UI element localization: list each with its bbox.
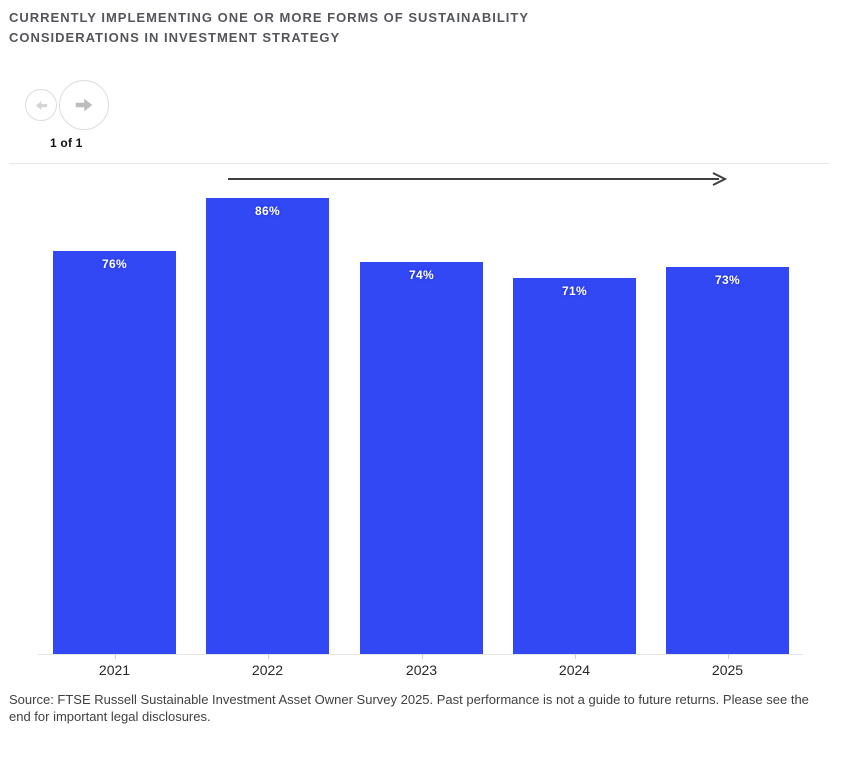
x-axis-tick xyxy=(728,654,729,659)
bar-2022: 86% xyxy=(206,198,329,654)
chart-title-line2: CONSIDERATIONS IN INVESTMENT STRATEGY xyxy=(9,30,341,45)
bar-2023: 74% xyxy=(360,262,483,654)
chart-title: CURRENTLY IMPLEMENTING ONE OR MORE FORMS… xyxy=(9,8,529,48)
bar-value-label: 74% xyxy=(409,268,434,282)
x-axis-tick xyxy=(575,654,576,659)
bar-value-label: 73% xyxy=(715,273,740,287)
bar-value-label: 71% xyxy=(562,284,587,298)
x-axis-tick xyxy=(268,654,269,659)
bar-2024: 71% xyxy=(513,278,636,654)
x-axis-label-2023: 2023 xyxy=(405,662,438,678)
section-divider xyxy=(9,163,829,164)
x-axis-label-2021: 2021 xyxy=(98,662,131,678)
source-note: Source: FTSE Russell Sustainable Investm… xyxy=(9,692,809,724)
arrow-left-icon xyxy=(35,100,47,110)
carousel-next-button[interactable] xyxy=(59,80,109,130)
bar-value-label: 76% xyxy=(102,257,127,271)
page-indicator: 1 of 1 xyxy=(50,136,83,150)
x-axis-tick xyxy=(422,654,423,659)
chart-title-line1: CURRENTLY IMPLEMENTING ONE OR MORE FORMS… xyxy=(9,10,529,25)
x-axis-tick xyxy=(115,654,116,659)
x-axis-label-2024: 2024 xyxy=(558,662,591,678)
x-axis-label-2025: 2025 xyxy=(711,662,744,678)
trend-arrow-icon xyxy=(228,172,728,186)
x-axis-line xyxy=(38,654,803,655)
bar-value-label: 86% xyxy=(255,204,280,218)
carousel-prev-button[interactable] xyxy=(25,89,57,121)
bar-2021: 76% xyxy=(53,251,176,654)
bar-2025: 73% xyxy=(666,267,789,654)
arrow-right-icon xyxy=(75,98,93,112)
x-axis-label-2022: 2022 xyxy=(251,662,284,678)
